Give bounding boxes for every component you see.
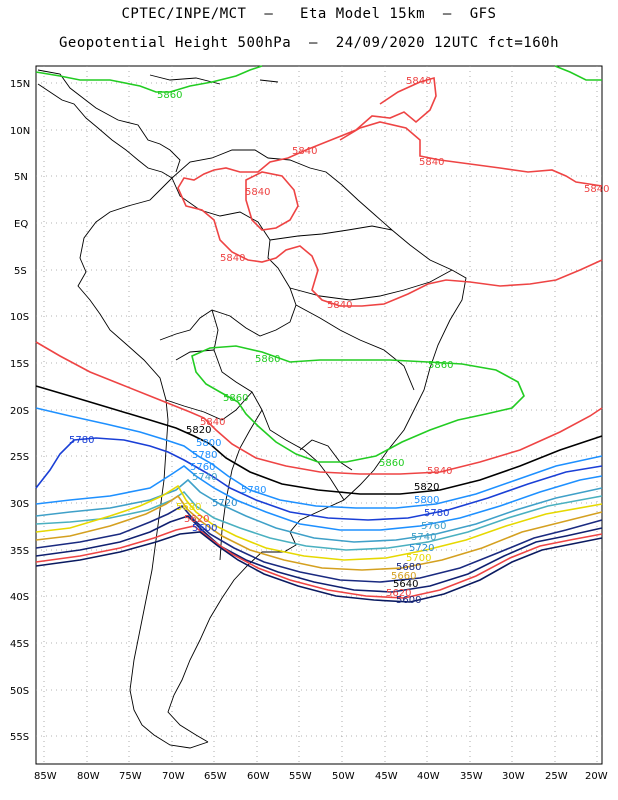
lat-label: 40S <box>10 592 29 603</box>
contour-5840-north-a <box>177 76 603 307</box>
contour-5740 <box>35 478 603 543</box>
contour-5860-mid <box>191 345 525 463</box>
contour-label: 5780 <box>241 485 266 496</box>
contour-5840 <box>35 341 603 475</box>
contour-label: 5780 <box>192 450 217 461</box>
latitude-labels: 15N 10N 5N EQ 5S 10S 15S 20S 25S 30S 35S… <box>10 79 30 743</box>
contour-label: 5600 <box>192 523 217 534</box>
contour-5780 <box>35 437 603 521</box>
contour-label: 5720 <box>409 543 434 554</box>
lat-label: 5N <box>14 172 28 183</box>
contour-label: 5780 <box>424 508 449 519</box>
contour-label: 5840 <box>245 187 270 198</box>
contour-label: 5740 <box>192 472 217 483</box>
contour-5800 <box>35 407 603 509</box>
contour-label: 5680 <box>396 562 421 573</box>
contour-labels: 5860 5840 5840 5840 5840 5840 5840 5840 … <box>69 76 609 606</box>
contour-5640 <box>35 515 603 593</box>
lon-label: 75W <box>119 771 142 782</box>
contour-label: 5860 <box>223 393 248 404</box>
lon-label: 45W <box>375 771 398 782</box>
contour-5860-north <box>35 65 263 93</box>
contour-label: 5740 <box>411 532 436 543</box>
map-title-line-1: CPTEC/INPE/MCT – Eta Model 15km – GFS <box>121 6 497 22</box>
contour-5600 <box>35 531 603 603</box>
contour-label: 5660 <box>391 571 416 582</box>
contour-label: 5800 <box>196 438 221 449</box>
lon-label: 65W <box>204 771 227 782</box>
contour-label: 5640 <box>393 579 418 590</box>
contour-label: 5800 <box>414 495 439 506</box>
lon-label: 30W <box>502 771 525 782</box>
contour-5620 <box>35 525 603 599</box>
longitude-labels: 85W 80W 75W 70W 65W 60W 55W 50W 45W 40W … <box>34 771 608 782</box>
contour-label: 5820 <box>414 482 439 493</box>
contour-label: 5860 <box>379 458 404 469</box>
lon-label: 50W <box>332 771 355 782</box>
lon-label: 25W <box>545 771 568 782</box>
lat-label: 55S <box>10 732 29 743</box>
contour-label: 5680 <box>176 502 201 513</box>
contour-5840-loop <box>245 171 299 231</box>
lon-label: 40W <box>417 771 440 782</box>
contour-label: 5860 <box>157 90 182 101</box>
contour-label: 5840 <box>584 184 609 195</box>
lon-label: 55W <box>289 771 312 782</box>
lon-label: 60W <box>247 771 270 782</box>
lat-label: 5S <box>14 266 27 277</box>
lat-label: 25S <box>10 452 29 463</box>
lon-label: 70W <box>162 771 185 782</box>
contour-label: 5600 <box>396 595 421 606</box>
contour-label: 5620 <box>184 514 209 525</box>
lat-label: 35S <box>10 546 29 557</box>
contour-label: 5820 <box>186 425 211 436</box>
lon-label: 80W <box>77 771 100 782</box>
contour-label: 5760 <box>190 462 215 473</box>
contour-label: 5860 <box>255 354 280 365</box>
lon-label: 35W <box>460 771 483 782</box>
contour-label: 5840 <box>200 417 225 428</box>
contour-label: 5720 <box>212 498 237 509</box>
contour-label: 5840 <box>406 76 431 87</box>
contour-5680 <box>35 494 603 571</box>
lat-label: 45S <box>10 639 29 650</box>
contour-label: 5840 <box>419 157 444 168</box>
contours <box>35 65 603 603</box>
lat-label: 50S <box>10 686 29 697</box>
map-frame <box>35 65 603 765</box>
contour-label: 5840 <box>220 253 245 264</box>
contour-label: 5840 <box>427 466 452 477</box>
coastlines <box>37 69 467 749</box>
contour-label: 5840 <box>292 146 317 157</box>
lat-label: EQ <box>14 219 28 230</box>
lat-label: 15S <box>10 359 29 370</box>
contour-label: 5620 <box>386 588 411 599</box>
contour-label: 5860 <box>428 360 453 371</box>
contour-5720 <box>35 490 603 551</box>
contour-5760 <box>35 465 603 531</box>
contour-label: 5700 <box>406 553 431 564</box>
lat-label: 10S <box>10 312 29 323</box>
map-title-line-2: Geopotential Height 500hPa – 24/09/2020 … <box>58 35 559 51</box>
contour-5860-north-east <box>554 65 602 81</box>
contour-5840-north-b <box>339 121 603 187</box>
lat-label: 20S <box>10 406 29 417</box>
contour-label: 5840 <box>327 300 352 311</box>
lat-label: 30S <box>10 499 29 510</box>
lon-label: 20W <box>585 771 608 782</box>
contour-5700 <box>35 484 603 561</box>
lat-label: 15N <box>10 79 30 90</box>
lon-label: 85W <box>34 771 57 782</box>
lat-label: 10N <box>10 126 30 137</box>
contour-label: 5780 <box>69 435 94 446</box>
contour-5820 <box>35 385 603 495</box>
contour-5660 <box>35 504 603 583</box>
contour-label: 5760 <box>421 521 446 532</box>
